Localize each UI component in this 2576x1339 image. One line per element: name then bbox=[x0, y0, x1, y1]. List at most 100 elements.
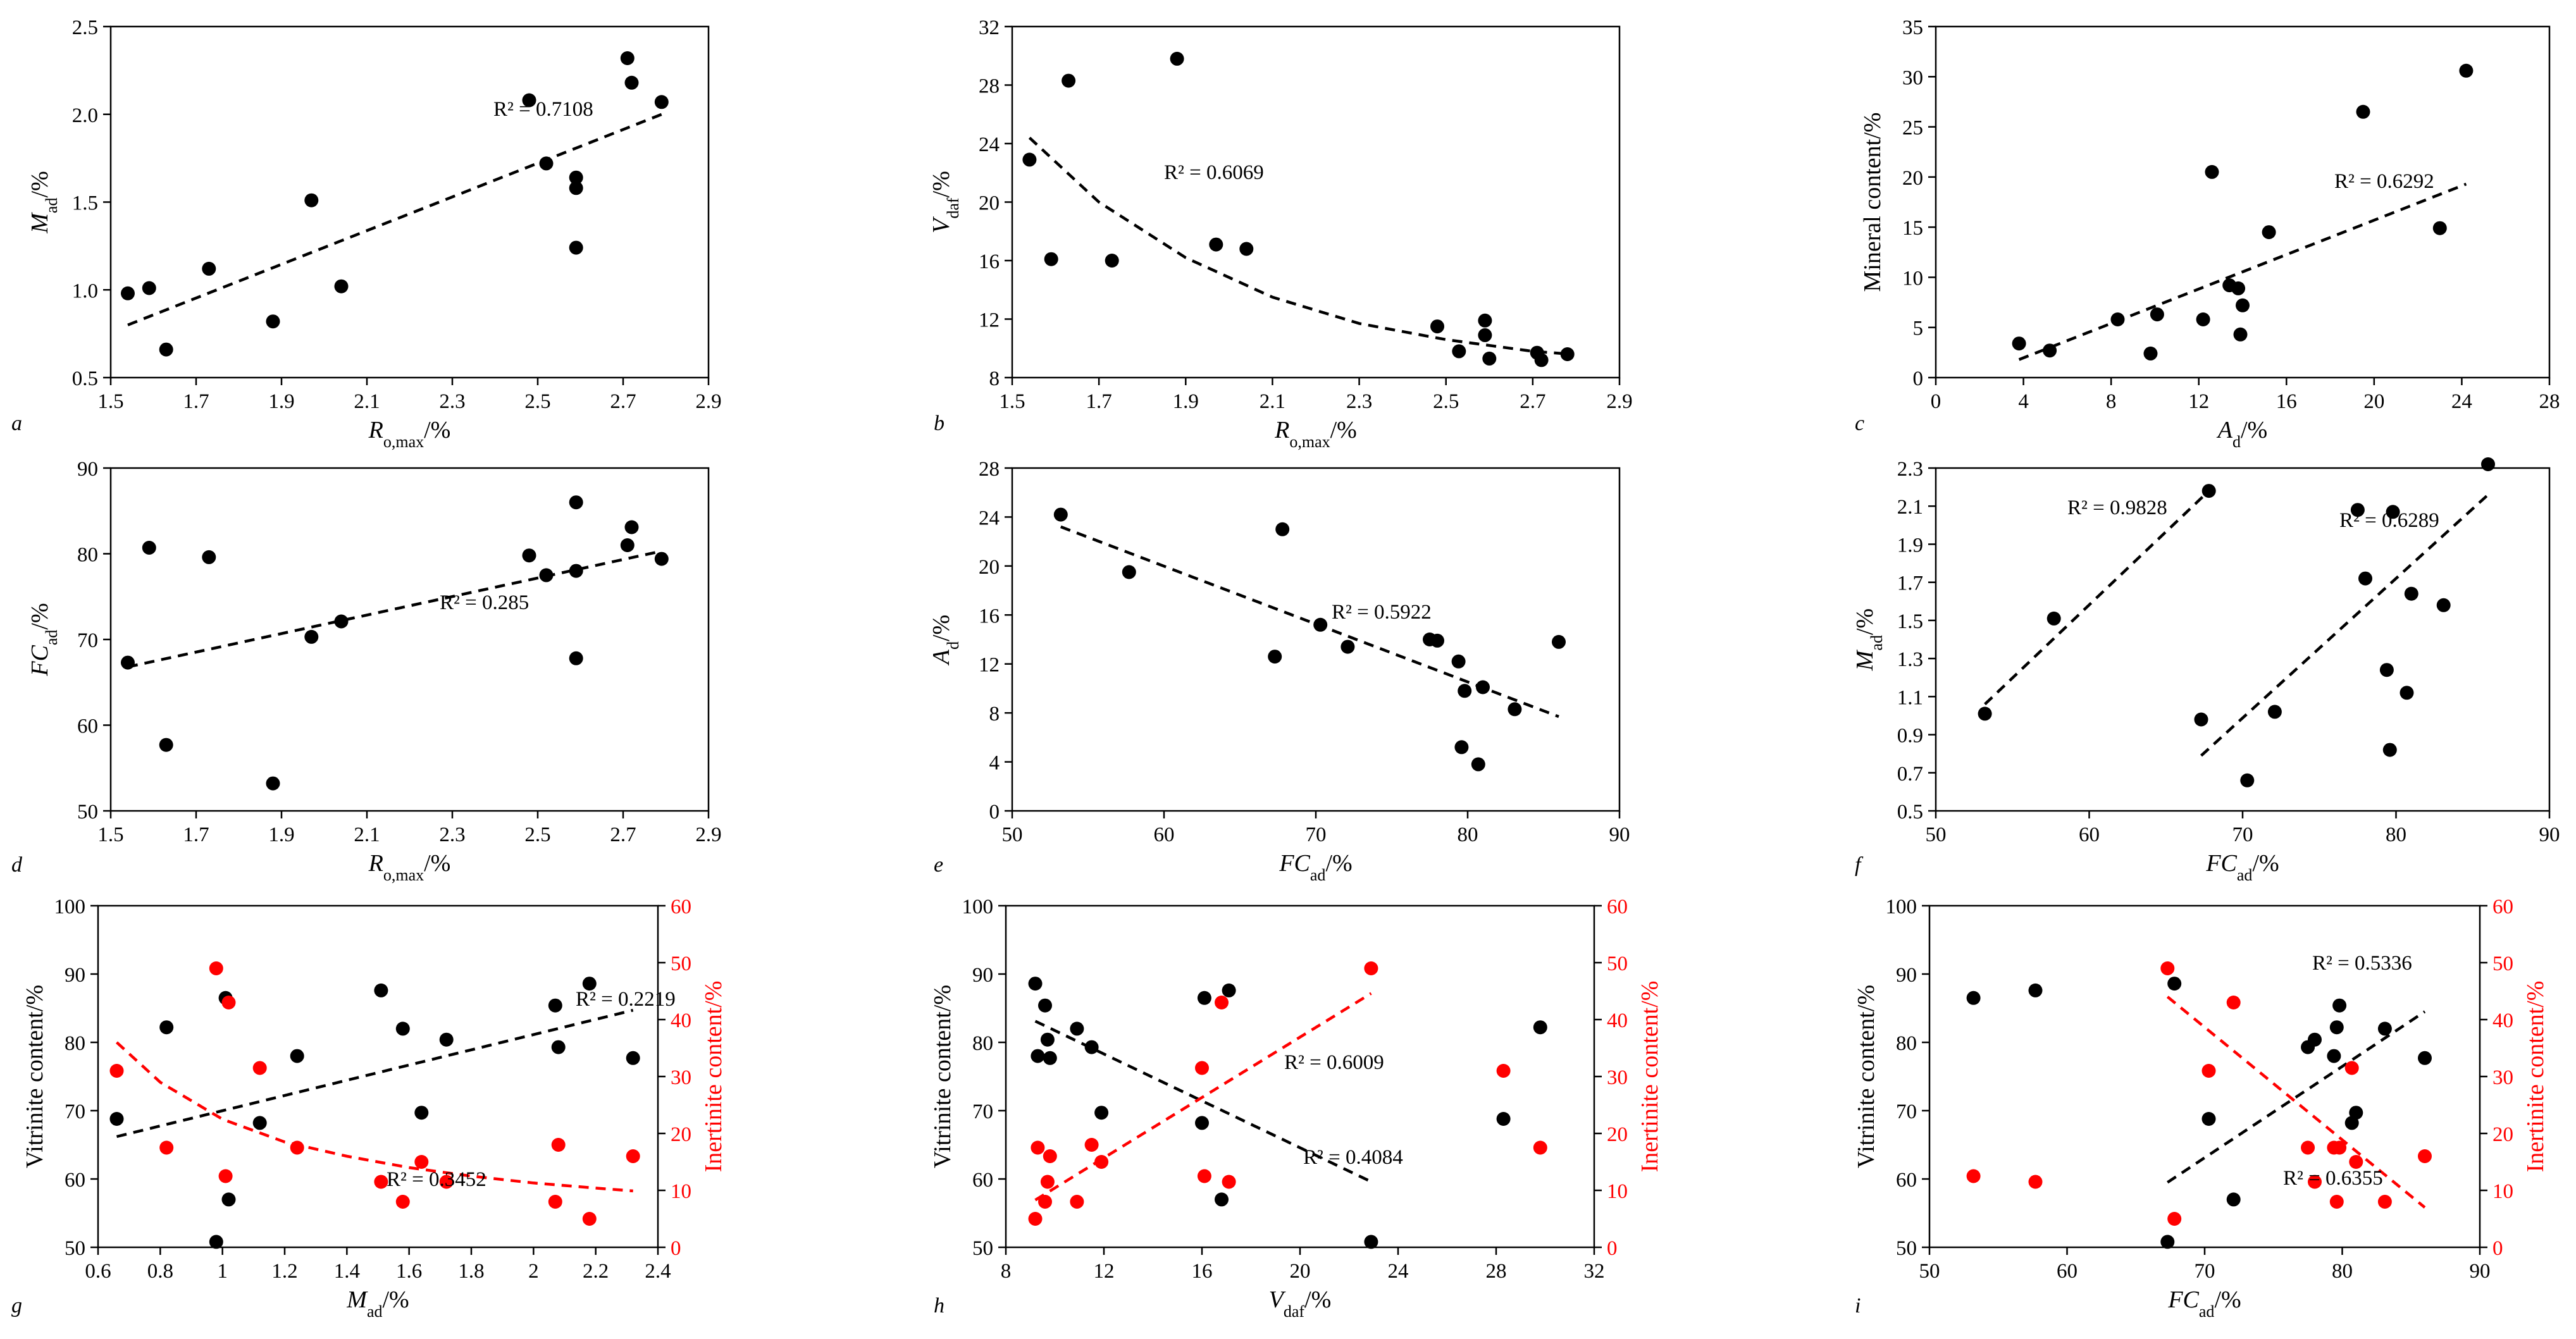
r-squared-label: R² = 0.6289 bbox=[2339, 509, 2439, 532]
data-point bbox=[2150, 307, 2164, 322]
x-tick-label: 2.7 bbox=[1520, 390, 1545, 413]
y2-tick-label: 60 bbox=[1607, 896, 1628, 918]
y-tick-label: 50 bbox=[77, 801, 98, 824]
y2-tick-label: 0 bbox=[1607, 1237, 1618, 1260]
x-tick-label: 2.1 bbox=[354, 390, 380, 413]
data-point bbox=[2110, 312, 2125, 326]
data-point bbox=[2382, 743, 2397, 757]
r-squared-label: R² = 0.9828 bbox=[2067, 497, 2167, 519]
data-point bbox=[2143, 346, 2158, 361]
data-point bbox=[2028, 983, 2043, 997]
data-point bbox=[2404, 586, 2418, 601]
y2-tick-label: 60 bbox=[2492, 896, 2513, 918]
chart-panel-g: 0.6 0.8 1 1.2 1.4 1.6 1.8 2 2.2 2.4 50 60 70 80 90 100 0… bbox=[11, 896, 727, 1321]
y-tick-label: 60 bbox=[1896, 1169, 1917, 1192]
y2-tick-label: 40 bbox=[671, 1009, 691, 1032]
y-tick-label: 25 bbox=[1902, 117, 1923, 140]
data-point bbox=[2386, 505, 2400, 519]
data-point bbox=[624, 520, 639, 534]
y-tick-label: 0.5 bbox=[1897, 801, 1923, 824]
y-tick-label: 80 bbox=[972, 1032, 993, 1055]
x-tick-label: 8 bbox=[2106, 390, 2117, 413]
data-point bbox=[522, 548, 536, 563]
data-point bbox=[266, 314, 280, 329]
y-tick-label: 100 bbox=[54, 896, 86, 918]
data-point bbox=[1062, 73, 1076, 88]
y-tick-label: 0 bbox=[989, 801, 1000, 824]
data-point bbox=[582, 977, 597, 991]
y-tick-label: 20 bbox=[979, 192, 1000, 215]
data-point bbox=[1209, 237, 1223, 252]
x-tick-label: 28 bbox=[1486, 1260, 1507, 1283]
x-tick-label: 1.5 bbox=[97, 824, 123, 846]
data-point bbox=[1478, 328, 1492, 342]
data-point bbox=[2194, 712, 2208, 727]
data-point bbox=[1044, 252, 1058, 266]
x-axis-label: Mad/% bbox=[346, 1287, 409, 1321]
data-point bbox=[1533, 1020, 1547, 1035]
y-tick-label: 2.5 bbox=[72, 16, 98, 39]
chart-panel-h: 8 12 16 20 24 28 32 50 60 70 80 90 100 0 10 20 30 40 50 60 V… bbox=[929, 896, 1663, 1321]
x-axis-label: FCad/% bbox=[2205, 850, 2279, 884]
x-tick-label: 2.3 bbox=[439, 390, 465, 413]
data-point bbox=[2350, 503, 2365, 517]
y-tick-label: 16 bbox=[979, 605, 1000, 627]
trendline-series-1 bbox=[1984, 490, 2210, 706]
y-axis-label: Vdaf/% bbox=[928, 171, 962, 233]
x-tick-label: 70 bbox=[2232, 824, 2253, 846]
y2-tick-label: 20 bbox=[671, 1123, 691, 1146]
y-tick-label: 1.0 bbox=[72, 280, 98, 302]
data-point bbox=[2012, 336, 2026, 351]
data-point bbox=[2167, 1212, 2182, 1226]
r-squared-label: R² = 0.5922 bbox=[1332, 601, 1432, 624]
y-tick-label: 90 bbox=[65, 964, 85, 987]
x-tick-label: 90 bbox=[1609, 824, 1630, 846]
data-point bbox=[142, 281, 156, 295]
x-tick-label: 1.6 bbox=[396, 1260, 422, 1283]
trendline-inertinite bbox=[1034, 992, 1372, 1202]
x-axis-label: Vdaf/% bbox=[1269, 1287, 1332, 1321]
data-point bbox=[1170, 51, 1184, 66]
y-tick-label: 0.5 bbox=[72, 367, 98, 390]
data-point bbox=[1197, 1169, 1211, 1183]
data-point bbox=[654, 552, 669, 566]
data-point bbox=[1105, 254, 1119, 268]
data-point bbox=[202, 550, 216, 564]
x-tick-label: 8 bbox=[1001, 1260, 1012, 1283]
x-tick-label: 0 bbox=[1931, 390, 1941, 413]
data-point bbox=[2160, 1235, 2175, 1249]
data-point bbox=[626, 1051, 640, 1065]
x-tick-label: 2 bbox=[528, 1260, 539, 1283]
x-axis-label: FCad/% bbox=[2167, 1287, 2241, 1321]
data-point bbox=[2344, 1061, 2359, 1075]
data-point bbox=[1040, 1175, 1055, 1189]
data-point bbox=[414, 1155, 429, 1169]
data-point bbox=[1534, 353, 1549, 367]
y-tick-label: 90 bbox=[1896, 964, 1917, 987]
y2-tick-label: 60 bbox=[671, 896, 691, 918]
trendline-series-1 bbox=[1028, 137, 1572, 356]
data-point bbox=[1038, 1195, 1052, 1209]
data-point bbox=[2201, 1064, 2216, 1078]
y-tick-label: 1.3 bbox=[1897, 648, 1923, 671]
data-point bbox=[202, 261, 216, 276]
y-tick-label: 12 bbox=[979, 654, 1000, 677]
panel-label: i bbox=[1855, 1294, 1861, 1317]
y-tick-label: 90 bbox=[972, 964, 993, 987]
y-axis-label: Vitrinite content/% bbox=[1853, 985, 1879, 1168]
y2-tick-label: 50 bbox=[2492, 953, 2513, 975]
r-squared-label: R² = 0.6009 bbox=[1284, 1051, 1384, 1074]
data-point bbox=[1451, 654, 1466, 669]
y-tick-label: 70 bbox=[1896, 1101, 1917, 1123]
data-point bbox=[548, 998, 562, 1013]
panel-label: h bbox=[934, 1294, 944, 1317]
y2-axis-label: Inertinite content/% bbox=[700, 981, 727, 1173]
data-point bbox=[1022, 152, 1037, 167]
y-tick-label: 20 bbox=[979, 556, 1000, 579]
y-tick-label: 4 bbox=[989, 752, 1000, 775]
data-point bbox=[1215, 1192, 1229, 1207]
data-point bbox=[395, 1021, 410, 1036]
y2-tick-label: 40 bbox=[2492, 1009, 2513, 1032]
data-point bbox=[2400, 686, 2414, 700]
x-tick-label: 2.9 bbox=[1606, 390, 1632, 413]
